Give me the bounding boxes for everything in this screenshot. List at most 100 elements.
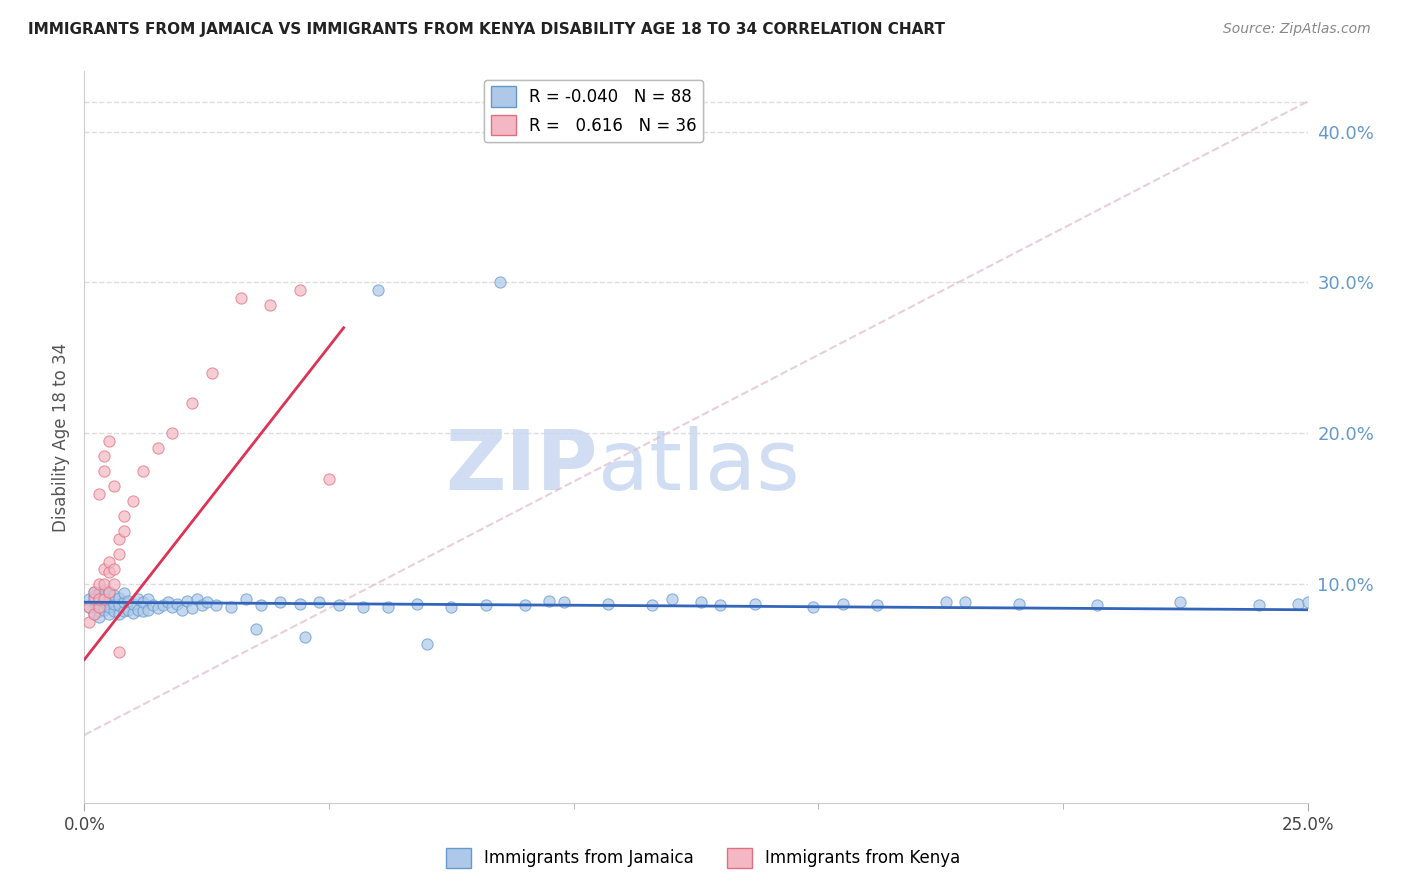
Point xyxy=(181,601,204,615)
Point xyxy=(709,599,731,613)
Point xyxy=(294,630,316,644)
Point xyxy=(93,562,115,576)
Point xyxy=(103,562,125,576)
Point xyxy=(127,592,149,607)
Point xyxy=(249,599,271,613)
Point xyxy=(107,591,129,605)
Point xyxy=(107,607,129,622)
Point xyxy=(132,604,155,618)
Point xyxy=(87,610,110,624)
Point xyxy=(87,599,110,613)
Point xyxy=(953,595,976,609)
Point xyxy=(93,595,115,609)
Point xyxy=(103,604,125,618)
Point xyxy=(93,589,115,603)
Point xyxy=(77,615,100,629)
Point xyxy=(146,442,169,456)
Point xyxy=(156,595,179,609)
Point xyxy=(538,593,561,607)
Point xyxy=(689,595,711,609)
Point xyxy=(200,366,222,380)
Point xyxy=(127,603,149,617)
Point xyxy=(132,595,155,609)
Point xyxy=(83,607,105,622)
Point xyxy=(97,599,120,614)
Text: atlas: atlas xyxy=(598,425,800,507)
Point xyxy=(513,599,536,613)
Point xyxy=(377,599,399,614)
Point xyxy=(93,583,115,598)
Point xyxy=(103,479,125,493)
Point xyxy=(288,283,311,297)
Point xyxy=(1170,595,1192,609)
Point xyxy=(1286,597,1309,611)
Point xyxy=(142,599,165,613)
Point xyxy=(553,595,575,609)
Point xyxy=(107,532,129,546)
Point xyxy=(122,606,145,620)
Point xyxy=(83,584,105,599)
Point xyxy=(87,592,110,607)
Point xyxy=(112,595,135,609)
Point xyxy=(744,597,766,611)
Point xyxy=(172,603,194,617)
Point xyxy=(162,599,184,614)
Point xyxy=(219,599,242,614)
Point xyxy=(122,494,145,508)
Point xyxy=(235,592,257,607)
Point xyxy=(641,599,664,613)
Point xyxy=(416,637,439,651)
Point xyxy=(97,584,120,599)
Point xyxy=(596,597,619,611)
Point xyxy=(87,586,110,600)
Legend: R = -0.040   N = 88, R =   0.616   N = 36: R = -0.040 N = 88, R = 0.616 N = 36 xyxy=(484,79,703,142)
Point xyxy=(136,603,159,617)
Point xyxy=(1247,599,1270,613)
Point xyxy=(77,599,100,614)
Text: Source: ZipAtlas.com: Source: ZipAtlas.com xyxy=(1223,22,1371,37)
Point xyxy=(117,593,139,607)
Point xyxy=(146,601,169,615)
Text: ZIP: ZIP xyxy=(446,425,598,507)
Point xyxy=(87,604,110,618)
Y-axis label: Disability Age 18 to 34: Disability Age 18 to 34 xyxy=(52,343,70,532)
Point xyxy=(112,524,135,539)
Point xyxy=(308,595,330,609)
Point xyxy=(103,588,125,602)
Point xyxy=(181,396,204,410)
Point xyxy=(1296,595,1319,609)
Point xyxy=(1008,597,1031,611)
Legend: Immigrants from Jamaica, Immigrants from Kenya: Immigrants from Jamaica, Immigrants from… xyxy=(439,841,967,875)
Point xyxy=(117,603,139,617)
Point xyxy=(97,607,120,622)
Point xyxy=(489,276,512,290)
Point xyxy=(103,577,125,591)
Point xyxy=(122,597,145,611)
Point xyxy=(152,599,174,613)
Point xyxy=(803,599,825,614)
Point xyxy=(87,592,110,607)
Point xyxy=(259,298,281,312)
Point xyxy=(1085,599,1108,613)
Point xyxy=(245,623,267,637)
Point xyxy=(103,597,125,611)
Point xyxy=(406,597,429,611)
Point xyxy=(831,597,853,611)
Point xyxy=(107,599,129,613)
Point xyxy=(107,547,129,561)
Point xyxy=(83,592,105,607)
Point xyxy=(661,592,683,607)
Point xyxy=(352,599,374,614)
Point xyxy=(83,595,105,609)
Point xyxy=(191,599,214,613)
Point xyxy=(229,291,252,305)
Point xyxy=(132,464,155,478)
Text: IMMIGRANTS FROM JAMAICA VS IMMIGRANTS FROM KENYA DISABILITY AGE 18 TO 34 CORRELA: IMMIGRANTS FROM JAMAICA VS IMMIGRANTS FR… xyxy=(28,22,945,37)
Point xyxy=(87,599,110,614)
Point xyxy=(93,577,115,591)
Point xyxy=(166,597,188,611)
Point xyxy=(97,584,120,599)
Point xyxy=(318,471,340,485)
Point xyxy=(107,645,129,659)
Point xyxy=(112,586,135,600)
